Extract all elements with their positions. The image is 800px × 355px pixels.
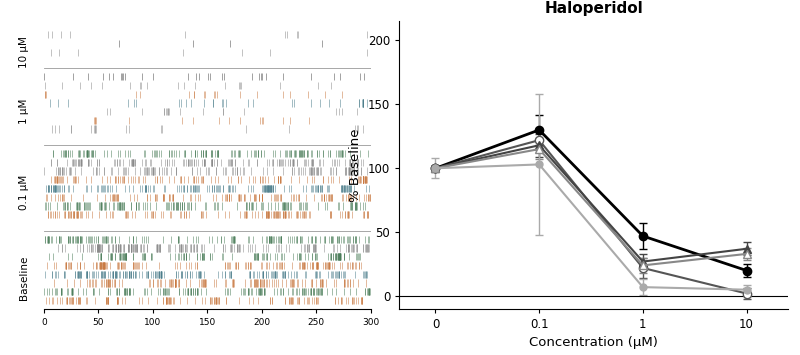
Title: Haloperidol: Haloperidol xyxy=(544,1,643,16)
X-axis label: Concentration (μM): Concentration (μM) xyxy=(529,337,658,349)
Text: 0.1 μM: 0.1 μM xyxy=(19,175,30,210)
Text: Baseline: Baseline xyxy=(19,256,30,300)
Text: 1 μM: 1 μM xyxy=(19,99,30,124)
Text: 10 μM: 10 μM xyxy=(19,36,30,68)
Y-axis label: % Baseline: % Baseline xyxy=(350,128,362,202)
